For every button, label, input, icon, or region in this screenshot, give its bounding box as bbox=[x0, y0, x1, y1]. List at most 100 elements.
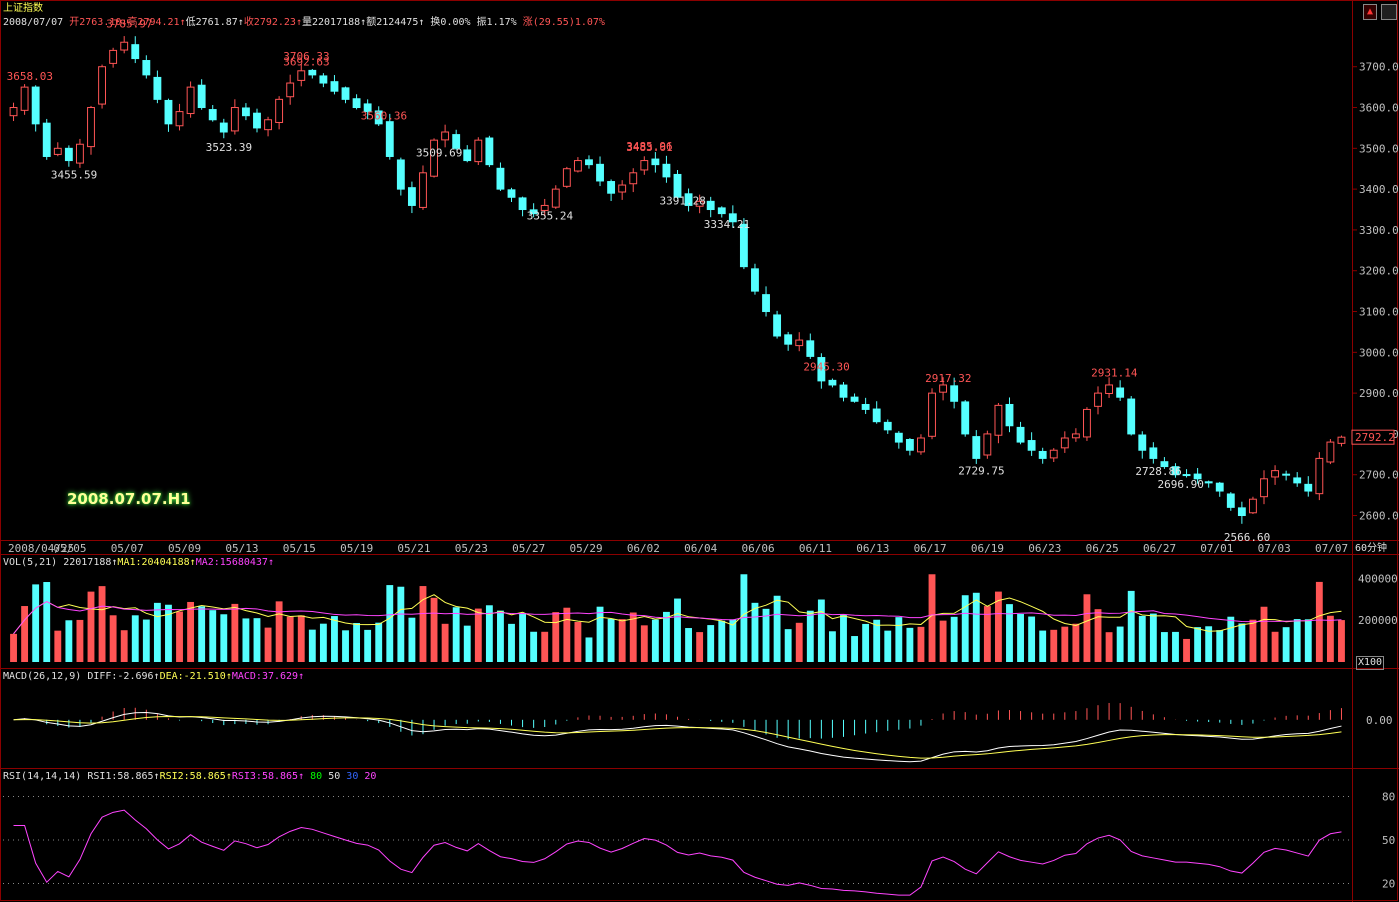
candle bbox=[1171, 463, 1180, 478]
candle bbox=[1138, 431, 1147, 459]
volume-bar bbox=[906, 627, 914, 662]
candle bbox=[507, 187, 516, 203]
rsi-line bbox=[13, 809, 1342, 896]
volume-bar bbox=[1172, 631, 1179, 662]
price-annotation: 3523.39 bbox=[206, 141, 252, 154]
date-tick-label: 06/11 bbox=[799, 542, 832, 555]
quote-change: 涨(29.55)1.07% bbox=[522, 17, 605, 28]
candle-body bbox=[1138, 434, 1147, 451]
candle-body bbox=[1116, 387, 1125, 398]
candle-body bbox=[717, 207, 726, 215]
volume-bar bbox=[176, 611, 183, 662]
candle bbox=[1116, 380, 1125, 401]
candle bbox=[872, 401, 881, 424]
volume-bar bbox=[253, 618, 261, 662]
candle bbox=[407, 181, 416, 214]
candle-body bbox=[640, 160, 649, 171]
candle bbox=[1226, 492, 1235, 511]
quote-open: 开2763.10 bbox=[69, 17, 122, 28]
volume-bar bbox=[419, 586, 427, 662]
volume-bar bbox=[585, 637, 593, 662]
candle bbox=[1016, 421, 1025, 445]
candle bbox=[463, 145, 472, 163]
candle bbox=[762, 286, 770, 317]
candle-body bbox=[1326, 441, 1335, 463]
volume-bar bbox=[331, 616, 338, 662]
candle-body bbox=[507, 189, 516, 198]
candle-body bbox=[1071, 433, 1080, 439]
candle-body bbox=[883, 421, 892, 431]
volume-bar bbox=[950, 616, 958, 662]
volume-bar bbox=[574, 622, 582, 662]
candle-body bbox=[1182, 474, 1191, 477]
candle bbox=[861, 397, 870, 415]
candle-body bbox=[629, 172, 638, 185]
volume-bar bbox=[961, 595, 969, 662]
rsi1-value: RSI1:58.865 bbox=[87, 771, 154, 782]
candle bbox=[1127, 396, 1136, 436]
volume-ma2: MA2:15680437 bbox=[195, 557, 268, 568]
volume-bar bbox=[795, 622, 803, 662]
volume-bar bbox=[231, 603, 239, 662]
candle-body bbox=[1016, 426, 1025, 443]
candle-body bbox=[98, 66, 106, 105]
candle-body bbox=[474, 139, 483, 163]
volume-ma1: MA1:20404188 bbox=[117, 557, 190, 568]
rsi-panel: 80 50 20 bbox=[3, 791, 1395, 896]
volume-bar bbox=[21, 606, 29, 662]
volume-bar bbox=[286, 616, 294, 662]
candle bbox=[452, 129, 461, 150]
candle bbox=[385, 113, 394, 160]
volume-bar bbox=[120, 630, 128, 662]
candle-body bbox=[1315, 457, 1324, 495]
panel-toggle-icon[interactable] bbox=[1381, 4, 1397, 20]
macd-diff: DIFF:-2.696 bbox=[87, 671, 154, 682]
volume-bar bbox=[408, 617, 416, 662]
volume-axis: 400000 200000 bbox=[1358, 572, 1398, 627]
candle bbox=[773, 310, 782, 339]
price-annotation: 2917.32 bbox=[925, 372, 971, 385]
candle bbox=[396, 157, 405, 196]
candle-body bbox=[230, 107, 239, 132]
candle-body bbox=[828, 379, 837, 386]
candle-body bbox=[1282, 473, 1291, 476]
date-tick-label: 2008/04/25 bbox=[8, 542, 74, 555]
volume-bar bbox=[275, 601, 283, 662]
volume-bar bbox=[264, 627, 272, 662]
volume-bar bbox=[696, 632, 704, 662]
volume-bar bbox=[707, 625, 715, 662]
candle bbox=[1193, 468, 1202, 484]
rsi-level-30: 30 bbox=[346, 771, 359, 782]
candle-body bbox=[485, 137, 494, 166]
up-arrow-icon[interactable]: ▲ bbox=[1363, 4, 1377, 20]
candle-body bbox=[463, 149, 472, 162]
period-label[interactable]: 60分钟 bbox=[1355, 543, 1388, 554]
volume-bar bbox=[165, 604, 172, 662]
candle-body bbox=[662, 163, 671, 178]
candle bbox=[806, 333, 815, 359]
volume-bar bbox=[651, 619, 659, 662]
candle-body bbox=[1215, 482, 1224, 492]
volume-bar bbox=[928, 574, 936, 662]
date-tick-label: 05/07 bbox=[111, 542, 144, 555]
candle-body bbox=[208, 109, 217, 121]
volume-bar bbox=[1249, 619, 1257, 662]
candle-body bbox=[739, 223, 748, 268]
volume-bar bbox=[629, 612, 637, 662]
candle bbox=[75, 138, 84, 168]
candle-body bbox=[706, 200, 715, 211]
volume-bar bbox=[530, 631, 538, 662]
volume-bar bbox=[685, 628, 692, 662]
candle bbox=[1071, 428, 1080, 442]
candle bbox=[53, 142, 62, 157]
volume-bar bbox=[1238, 623, 1246, 662]
candle bbox=[64, 145, 73, 167]
volume-bar bbox=[718, 620, 726, 662]
candle bbox=[695, 194, 704, 214]
candle bbox=[1237, 501, 1246, 524]
candle bbox=[540, 198, 549, 217]
candle bbox=[795, 332, 804, 352]
candle bbox=[1304, 476, 1313, 497]
volume-bar bbox=[873, 619, 881, 662]
